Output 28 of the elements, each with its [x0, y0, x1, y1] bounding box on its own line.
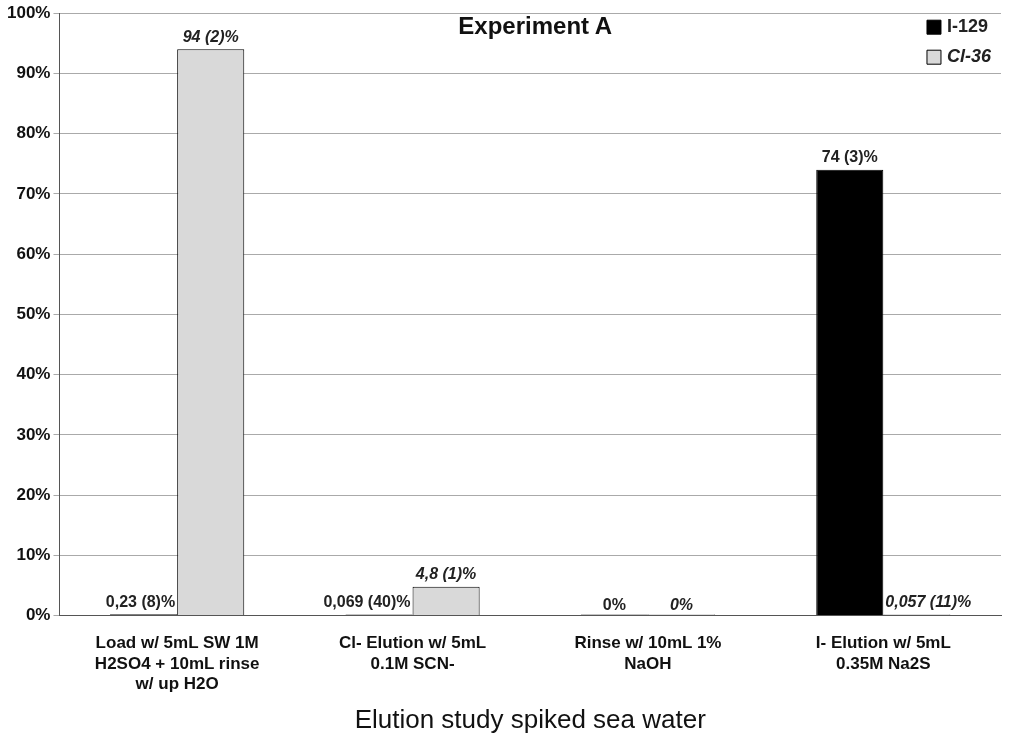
y-tick-label: 20%: [16, 484, 51, 504]
y-tick-label: 50%: [16, 304, 51, 324]
legend-label: Cl-36: [946, 46, 992, 67]
x-tick-label: Rinse w/ 10mL 1% NaOH: [574, 633, 722, 673]
x-axis-title: Elution study spiked sea water: [354, 703, 707, 734]
x-tick-label: Cl- Elution w/ 5mL 0.1M SCN-: [338, 633, 487, 673]
y-tick-label: 90%: [16, 63, 51, 83]
x-tick-label: I- Elution w/ 5mL 0.35M Na2S: [815, 633, 951, 673]
bar: [816, 169, 884, 616]
y-tick-label: 0%: [25, 605, 51, 625]
y-tick-label: 30%: [16, 424, 51, 444]
data-label: 94 (2)%: [182, 27, 239, 45]
data-label: 4,8 (1)%: [414, 565, 477, 583]
data-label: 0%: [602, 596, 626, 614]
x-tick-label: Load w/ 5mL SW 1M H2SO4 + 10mL rinse w/ up H2O: [94, 633, 260, 694]
data-label: 0,057 (11)%: [885, 593, 972, 611]
legend-label: I-129: [946, 16, 989, 37]
chart-title: Experiment A: [458, 11, 613, 39]
y-tick-label: 10%: [16, 545, 51, 565]
y-tick-label: 70%: [16, 183, 51, 203]
data-label: 0,23 (8)%: [105, 592, 176, 610]
y-tick-label: 100%: [7, 2, 51, 22]
y-tick-label: 60%: [16, 243, 51, 263]
data-label: 74 (3)%: [821, 148, 878, 166]
y-tick-label: 40%: [16, 364, 51, 384]
data-label: 0%: [669, 596, 694, 614]
y-tick-label: 80%: [16, 123, 51, 143]
data-label: 0,069 (40)%: [323, 593, 411, 611]
